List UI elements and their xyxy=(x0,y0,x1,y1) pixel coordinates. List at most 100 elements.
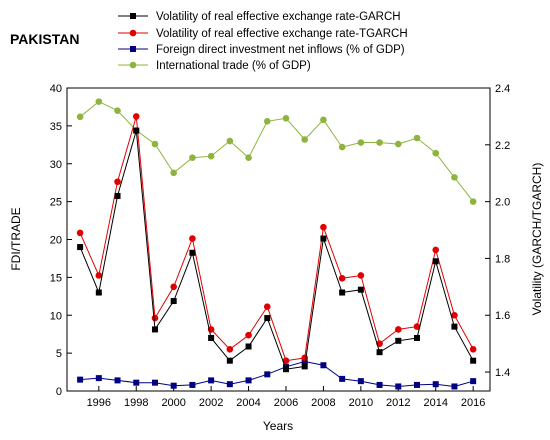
data-point xyxy=(451,383,458,390)
data-point xyxy=(208,334,215,341)
data-point xyxy=(132,113,140,120)
data-point xyxy=(301,363,308,370)
data-point xyxy=(264,315,271,322)
data-point xyxy=(339,289,346,296)
data-point xyxy=(133,127,140,134)
left-tick-label: 15 xyxy=(50,272,62,284)
y-axis-right-title: Volatility (GARCH/TGARCH) xyxy=(530,163,544,316)
data-point xyxy=(208,377,215,384)
series-line xyxy=(79,116,474,362)
data-point xyxy=(451,174,458,181)
data-point xyxy=(263,303,271,311)
data-point xyxy=(320,223,327,231)
data-point xyxy=(170,382,177,389)
x-tick-label: 2012 xyxy=(386,397,410,409)
left-tick-label: 40 xyxy=(50,83,62,95)
data-point xyxy=(263,118,271,125)
x-tick-label: 2006 xyxy=(274,397,298,409)
right-tick-label: 2.2 xyxy=(495,140,510,152)
data-point xyxy=(245,331,252,339)
data-point xyxy=(282,357,290,364)
right-tick-label: 1.4 xyxy=(495,367,510,379)
x-tick-label: 1996 xyxy=(87,397,111,409)
left-tick-label: 0 xyxy=(56,386,62,398)
series-line xyxy=(80,360,474,388)
data-point xyxy=(151,379,158,386)
data-point xyxy=(264,371,271,378)
left-tick-label: 5 xyxy=(56,348,62,360)
data-point xyxy=(226,346,234,353)
data-point xyxy=(376,349,383,356)
right-tick-label: 2.0 xyxy=(495,197,510,209)
data-point xyxy=(413,134,421,142)
data-point xyxy=(301,358,308,365)
data-point xyxy=(357,272,365,279)
data-point xyxy=(469,198,477,205)
data-point xyxy=(151,314,159,322)
data-point xyxy=(339,375,346,382)
x-tick-label: 2008 xyxy=(311,397,335,409)
data-point xyxy=(414,381,421,388)
x-axis: 1996 1998 2000 2002 2004 2006 2008 2010 2012 2014… xyxy=(87,386,485,409)
data-point xyxy=(114,178,121,186)
legend-item: Volatility of real effective exchange ra… xyxy=(118,11,401,23)
data-point xyxy=(432,258,439,265)
legend-swatch-marker xyxy=(129,61,137,69)
data-point xyxy=(414,334,421,341)
data-point xyxy=(114,192,121,199)
data-point xyxy=(76,229,84,237)
data-point xyxy=(189,235,196,242)
data-point xyxy=(245,343,252,350)
data-point xyxy=(189,249,196,256)
data-point xyxy=(320,362,327,369)
legend-label: Volatility of real effective exchange ra… xyxy=(156,11,401,23)
data-point xyxy=(170,298,177,305)
y-axis-left-title: FDI/TRADE xyxy=(9,207,23,270)
legend-item: Volatility of real effective exchange ra… xyxy=(118,28,408,40)
data-point xyxy=(451,323,458,330)
data-point xyxy=(282,115,290,122)
legend: Volatility of real effective exchange ra… xyxy=(118,11,408,72)
left-tick-label: 10 xyxy=(50,310,62,322)
data-point xyxy=(282,366,289,373)
data-point xyxy=(432,246,440,254)
data-point xyxy=(95,375,102,382)
data-point xyxy=(469,346,477,353)
legend-label: Volatility of real effective exchange ra… xyxy=(156,28,408,40)
left-tick-label: 20 xyxy=(50,235,62,247)
data-point xyxy=(133,379,140,386)
data-point xyxy=(376,381,383,388)
data-point xyxy=(301,354,309,362)
data-point xyxy=(338,275,346,282)
data-point xyxy=(394,326,402,333)
series-2 xyxy=(76,113,477,364)
x-tick-label: 2016 xyxy=(461,397,485,409)
legend-item: International trade (% of GDP) xyxy=(118,60,311,72)
series-3 xyxy=(77,358,477,390)
data-point xyxy=(357,378,364,385)
data-point xyxy=(170,169,177,177)
legend-swatch-marker xyxy=(130,13,136,19)
x-tick-label: 2010 xyxy=(349,397,373,409)
data-point xyxy=(189,154,196,161)
x-tick-label: 1998 xyxy=(124,397,148,409)
data-point xyxy=(376,139,383,146)
data-point xyxy=(77,376,84,383)
data-point xyxy=(151,140,159,148)
data-point xyxy=(245,377,252,384)
series-1 xyxy=(77,127,477,373)
legend-swatch-marker xyxy=(130,46,136,52)
data-point xyxy=(76,113,84,121)
data-point xyxy=(338,143,346,151)
data-point xyxy=(320,235,327,242)
legend-swatch-marker xyxy=(129,29,137,37)
data-point xyxy=(395,383,402,390)
data-point xyxy=(301,136,309,143)
series-line xyxy=(79,101,474,202)
left-axis: 0 5 10 15 20 25 30 35 40 xyxy=(50,83,72,398)
legend-label: International trade (% of GDP) xyxy=(156,60,311,72)
data-point xyxy=(357,286,364,293)
data-point xyxy=(95,289,102,296)
data-point xyxy=(226,357,233,364)
